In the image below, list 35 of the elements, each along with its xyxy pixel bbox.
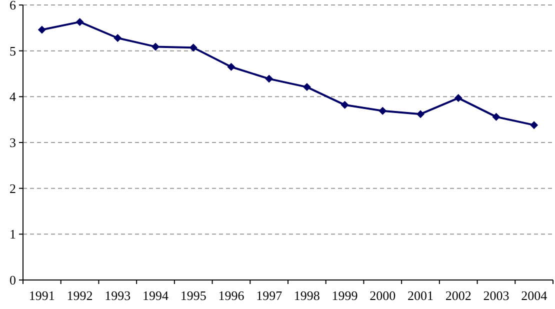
x-tick-label: 2004 (521, 288, 548, 303)
point (378, 106, 387, 115)
y-tick-label: 5 (10, 43, 16, 58)
y-tick-label: 3 (10, 135, 16, 150)
x-tick-label: 1992 (66, 288, 93, 303)
y-tick-label: 6 (10, 0, 16, 13)
x-tick-label: 2002 (445, 288, 472, 303)
x-tick-label: 2001 (408, 288, 434, 303)
point (302, 83, 311, 92)
point (227, 62, 236, 71)
point (530, 121, 538, 130)
point (492, 112, 500, 121)
y-tick-label: 1 (10, 226, 16, 242)
point (38, 26, 46, 34)
x-tick-label: 1995 (180, 288, 206, 303)
point (152, 42, 160, 51)
y-tick-label: 4 (10, 89, 16, 104)
y-tick-label: 0 (10, 272, 16, 288)
x-tick-label: 1991 (28, 288, 55, 303)
y-tick-label: 2 (10, 180, 16, 196)
x-tick-label: 1994 (142, 288, 169, 303)
x-tick-label: 1993 (104, 288, 131, 303)
point (189, 44, 198, 52)
point (76, 18, 84, 26)
x-tick-label: 1996 (218, 288, 245, 303)
point (340, 100, 349, 109)
x-tick-label: 1998 (294, 288, 320, 303)
x-tick-label: 2003 (483, 288, 510, 303)
x-tick-label: 1999 (332, 288, 358, 303)
point (265, 74, 274, 83)
x-tick-label: 2000 (370, 288, 396, 303)
x-tick-label: 1997 (256, 288, 283, 303)
point (454, 94, 462, 102)
point (416, 110, 424, 118)
point (114, 34, 122, 42)
